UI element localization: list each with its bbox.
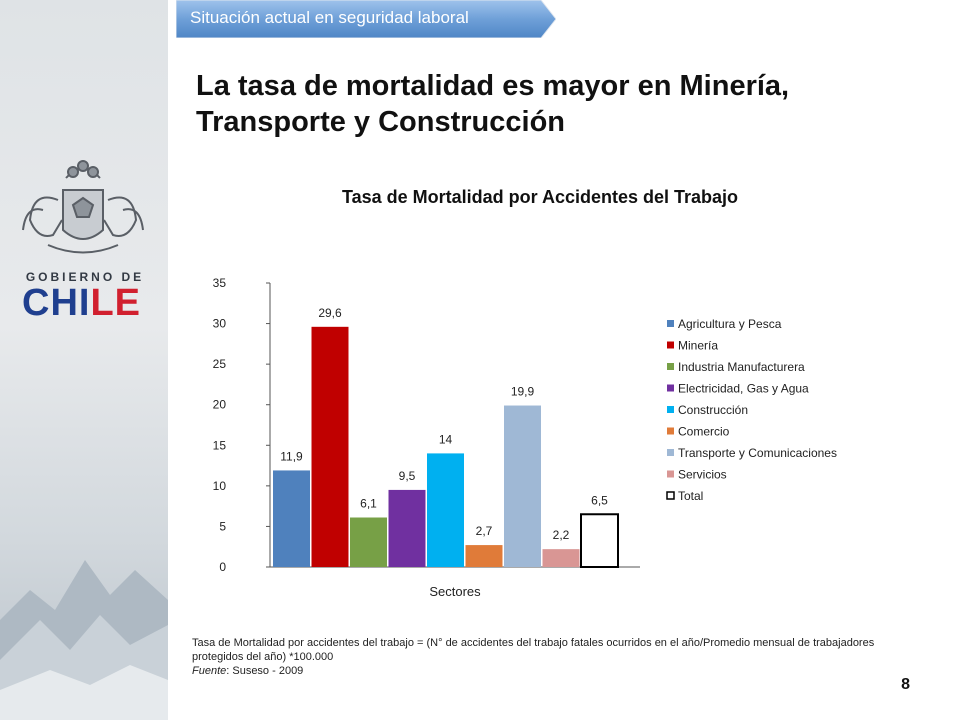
coat-of-arms-icon (22, 160, 144, 254)
data-label: 19,9 (511, 385, 535, 399)
footnote-source: Fuente: Suseso - 2009 (192, 664, 912, 678)
legend-swatch (667, 406, 674, 413)
page-number: 8 (901, 676, 910, 693)
footnote-formula: Tasa de Mortalidad por accidentes del tr… (192, 637, 875, 663)
y-tick-label: 20 (213, 398, 227, 412)
legend-label: Industria Manufacturera (678, 360, 805, 374)
data-label: 29,6 (318, 306, 342, 320)
legend-label: Comercio (678, 425, 730, 439)
legend-swatch (667, 470, 674, 478)
y-tick-label: 25 (213, 357, 227, 371)
data-label: 6,1 (360, 497, 377, 511)
legend-swatch (667, 384, 674, 392)
y-tick-label: 0 (219, 560, 226, 574)
bar (504, 405, 541, 567)
y-tick-label: 15 (213, 438, 227, 452)
legend-label: Transporte y Comunicaciones (678, 446, 837, 460)
data-label: 9,5 (399, 469, 416, 483)
legend-swatch (667, 427, 674, 435)
bar (542, 549, 580, 567)
bar (273, 470, 310, 567)
legend-label: Construcción (678, 403, 748, 417)
y-tick-label: 10 (213, 479, 227, 493)
data-label: 2,7 (476, 524, 493, 538)
footnote-source-text: : Suseso - 2009 (226, 665, 304, 677)
legend-swatch (667, 320, 674, 327)
legend-label: Total (678, 489, 703, 503)
logo-line1: GOBIERNO DE (25, 270, 145, 284)
legend-label: Servicios (678, 468, 727, 482)
mountain-image (0, 560, 168, 720)
footnote-source-label: Fuente (192, 665, 227, 677)
legend-swatch (666, 491, 675, 500)
data-label: 6,5 (591, 493, 608, 507)
legend-swatch (667, 449, 674, 456)
footnote: Tasa de Mortalidad por accidentes del tr… (192, 636, 912, 678)
legend-swatch (667, 363, 674, 370)
bar (465, 545, 503, 567)
section-tab-label: Situación actual en seguridad laboral (190, 8, 469, 27)
page-title: La tasa de mortalidad es mayor en Minerí… (196, 70, 790, 138)
bar (311, 326, 349, 567)
section-tab (176, 0, 556, 38)
legend-label: Electricidad, Gas y Agua (678, 382, 809, 396)
sidebar-background: GOBIERNO DE CHILE (0, 0, 168, 720)
data-label: 11,9 (280, 449, 303, 463)
bar (580, 513, 619, 568)
bar (427, 453, 464, 567)
y-tick-label: 30 (213, 317, 227, 331)
legend-label: Minería (678, 339, 718, 353)
y-tick-label: 35 (213, 276, 227, 290)
legend-swatch (667, 341, 674, 349)
bar (350, 517, 387, 567)
legend-label: Agricultura y Pesca (678, 317, 782, 331)
data-label: 2,2 (553, 528, 570, 542)
chart-title: Tasa de Mortalidad por Accidentes del Tr… (341, 187, 739, 207)
data-label: 14 (439, 432, 453, 446)
x-axis-label: Sectores (429, 584, 481, 599)
bar (388, 489, 426, 567)
logo-line2: CHILE (22, 282, 142, 324)
y-tick-label: 5 (219, 519, 226, 533)
